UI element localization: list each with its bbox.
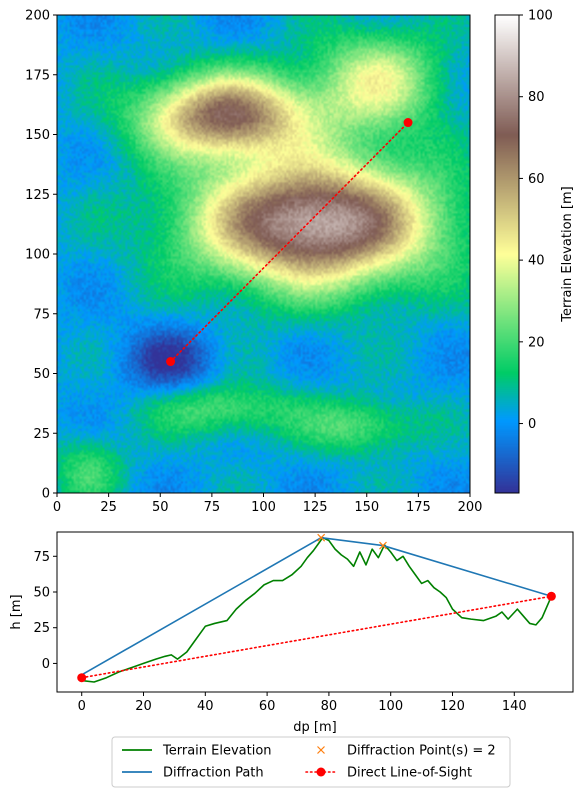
colorbar: 0 20 40 60 80 100 Terrain Elevation [m] xyxy=(494,9,575,494)
diffraction-point-marker xyxy=(317,533,326,542)
legend-entry: Direct Line-of-Sight xyxy=(305,766,472,781)
profile-y-tick-label: 75 xyxy=(33,550,50,565)
profile-x-label: dp [m] xyxy=(293,720,336,735)
profile-x-axis: 0 20 40 60 80 100 120 140 xyxy=(78,692,527,714)
map-x-tick-label: 75 xyxy=(204,500,221,515)
map-los-line xyxy=(169,121,409,363)
diffraction-path-line xyxy=(81,536,552,676)
colorbar-ticks: 0 20 40 60 80 100 xyxy=(519,9,553,432)
direct-los-line xyxy=(80,595,553,679)
legend-label: Diffraction Path xyxy=(163,766,264,781)
diffraction-point-marker xyxy=(379,541,387,550)
map-x-tick-label: 125 xyxy=(303,500,328,515)
map-y-tick-label: 50 xyxy=(33,367,50,382)
colorbar-gradient xyxy=(495,15,519,493)
map-x-tick-label: 25 xyxy=(100,500,117,515)
legend-box xyxy=(111,736,511,788)
colorbar-tick-label: 80 xyxy=(528,90,545,105)
map-los-endpoint xyxy=(166,357,176,367)
profile-frame xyxy=(56,531,574,693)
colorbar-tick-label: 60 xyxy=(528,172,545,187)
legend-label: Direct Line-of-Sight xyxy=(347,766,472,781)
colorbar-frame xyxy=(494,14,520,494)
profile-panel: 0 20 40 60 80 100 120 140 0 25 50 75 dp [m] h [m] xyxy=(9,531,574,735)
map-los-endpoint xyxy=(403,118,413,128)
map-y-tick-label: 25 xyxy=(33,427,50,442)
map-y-tick-label: 125 xyxy=(25,188,50,203)
terrain-elevation-line xyxy=(81,536,553,683)
legend-entry: Diffraction Point(s) = 2 xyxy=(317,744,496,759)
los-endpoint-marker xyxy=(77,673,87,683)
profile-y-tick-label: 0 xyxy=(42,657,50,672)
map-x-tick-label: 50 xyxy=(152,500,169,515)
map-y-tick-label: 75 xyxy=(33,307,50,322)
map-x-tick-label: 0 xyxy=(53,500,61,515)
map-line-of-sight xyxy=(166,118,413,367)
profile-x-tick-label: 80 xyxy=(321,699,338,714)
map-y-axis: 0 25 50 75 100 125 150 175 200 xyxy=(25,9,57,502)
profile-y-tick-label: 50 xyxy=(33,586,50,601)
colorbar-tick-label: 100 xyxy=(528,9,553,24)
map-x-tick-label: 175 xyxy=(406,500,431,515)
profile-series xyxy=(80,536,553,683)
map-y-tick-label: 200 xyxy=(25,9,50,24)
map-y-tick-label: 100 xyxy=(25,248,50,263)
profile-x-tick-label: 0 xyxy=(78,699,86,714)
profile-x-tick-label: 40 xyxy=(197,699,214,714)
map-y-tick-label: 0 xyxy=(42,487,50,502)
profile-x-tick-label: 20 xyxy=(135,699,152,714)
colorbar-tick-label: 0 xyxy=(528,417,536,432)
profile-markers xyxy=(77,533,556,683)
map-y-tick-label: 175 xyxy=(25,68,50,83)
colorbar-label: Terrain Elevation [m] xyxy=(560,186,575,322)
terrain-heatmap xyxy=(57,15,470,493)
profile-x-tick-label: 140 xyxy=(502,699,527,714)
legend-label: Terrain Elevation xyxy=(162,744,272,759)
legend: Terrain Elevation Diffraction Path Diffrac… xyxy=(111,736,511,788)
colorbar-tick-label: 20 xyxy=(528,335,545,350)
map-x-tick-label: 150 xyxy=(354,500,379,515)
profile-y-axis: 0 25 50 75 xyxy=(33,550,57,672)
profile-x-tick-label: 120 xyxy=(440,699,465,714)
profile-x-tick-label: 60 xyxy=(259,699,276,714)
legend-entry: Terrain Elevation xyxy=(122,744,272,759)
legend-label: Diffraction Point(s) = 2 xyxy=(347,744,496,759)
profile-y-label: h [m] xyxy=(9,594,24,629)
map-x-tick-label: 100 xyxy=(251,500,276,515)
profile-x-tick-label: 100 xyxy=(378,699,403,714)
map-x-axis: 0 25 50 75 100 125 150 175 200 xyxy=(53,493,483,515)
legend-entry: Diffraction Path xyxy=(122,766,264,781)
los-endpoint-marker xyxy=(546,591,556,601)
profile-y-tick-label: 25 xyxy=(33,621,50,636)
terrain-map-panel: 0 25 50 75 100 125 150 175 200 0 25 50 75 100 125 150 1… xyxy=(25,9,482,516)
colorbar-tick-label: 40 xyxy=(528,254,545,269)
map-x-tick-label: 200 xyxy=(458,500,483,515)
map-y-tick-label: 150 xyxy=(25,128,50,143)
